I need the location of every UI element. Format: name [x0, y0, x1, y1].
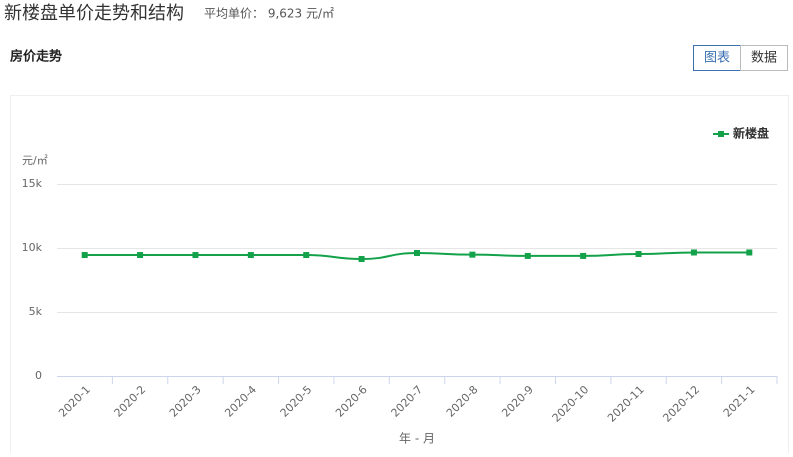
x-tick-label: 2020-8	[444, 383, 481, 420]
point	[690, 249, 697, 256]
legend-label: 新楼盘	[733, 126, 769, 141]
x-tick-label: 2020-12	[660, 383, 702, 425]
point	[635, 251, 642, 258]
y-tick-label: 10k	[22, 241, 43, 254]
average-price: 平均单价： 9,623 元/㎡	[204, 7, 334, 21]
point	[524, 252, 531, 259]
section-title: 房价走势	[10, 49, 62, 65]
x-tick-label: 2020-1	[56, 383, 93, 420]
tab-label[interactable]: 图表	[704, 51, 730, 66]
tab-chart[interactable]	[693, 45, 741, 71]
point	[358, 256, 365, 263]
y-tick-label: 15k	[22, 177, 43, 190]
x-tick-label: 2020-10	[550, 383, 592, 425]
x-tick-label: 2020-3	[167, 383, 204, 420]
x-tick-label: 2021-1	[721, 383, 758, 420]
x-tick-label: 2020-6	[333, 383, 370, 420]
point	[137, 252, 144, 259]
chart-frame	[10, 95, 789, 457]
x-tick-label: 2020-7	[388, 383, 425, 420]
x-tick-label: 2020-9	[499, 383, 536, 420]
point	[81, 252, 88, 259]
tab-data[interactable]	[740, 45, 788, 71]
point	[192, 252, 199, 259]
point	[580, 252, 587, 259]
point	[414, 249, 420, 256]
y-axis-label: 元/㎡	[22, 154, 48, 167]
legend-marker	[718, 131, 724, 137]
page-title: 新楼盘单价走势和结构	[4, 3, 184, 24]
x-tick-label: 2020-5	[278, 383, 315, 420]
x-axis-label: 年 - 月	[399, 432, 435, 446]
x-tick-label: 2020-11	[605, 383, 647, 425]
y-tick-label: 5k	[29, 305, 43, 318]
y-tick-label: 0	[35, 369, 42, 382]
x-tick-label: 2020-2	[112, 383, 149, 420]
point	[303, 252, 310, 259]
tab-label[interactable]: 数据	[751, 51, 777, 66]
point	[469, 251, 476, 258]
point	[746, 249, 753, 256]
point	[247, 252, 254, 259]
x-tick-label: 2020-4	[222, 383, 259, 420]
